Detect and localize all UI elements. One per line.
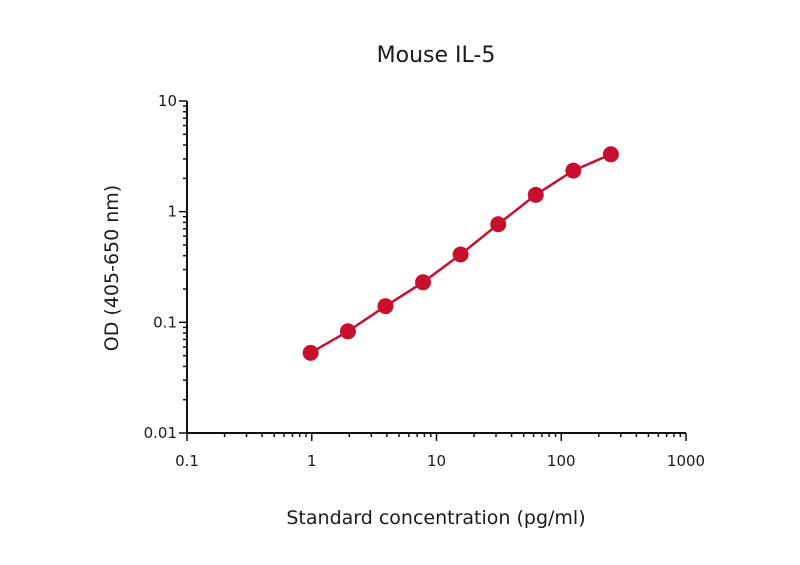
axes: 0.01 0.1 1 10 0.1 1 10 100 1000 <box>144 92 706 470</box>
y-tick-label: 10 <box>158 92 177 110</box>
data-point <box>377 298 394 315</box>
data-point <box>415 274 432 291</box>
y-tick-label: 1 <box>167 203 177 221</box>
chart-title: Mouse IL-5 <box>377 43 496 68</box>
plot-area <box>302 146 619 361</box>
data-point <box>565 162 582 179</box>
data-point <box>490 216 507 233</box>
y-axis-label: OD (405-650 nm) <box>101 185 123 351</box>
data-point <box>339 323 356 340</box>
x-tick-label: 1 <box>307 452 317 470</box>
x-tick-label: 0.1 <box>175 452 199 470</box>
x-tick-label: 100 <box>547 452 576 470</box>
data-point <box>527 186 544 203</box>
data-point <box>602 146 619 163</box>
y-tick-label: 0.01 <box>144 424 177 442</box>
x-tick-label: 10 <box>427 452 446 470</box>
data-point <box>452 246 469 263</box>
data-point <box>302 344 319 361</box>
y-tick-label: 0.1 <box>153 313 177 331</box>
x-tick-label: 1000 <box>667 452 705 470</box>
x-axis-label: Standard concentration (pg/ml) <box>286 507 585 529</box>
